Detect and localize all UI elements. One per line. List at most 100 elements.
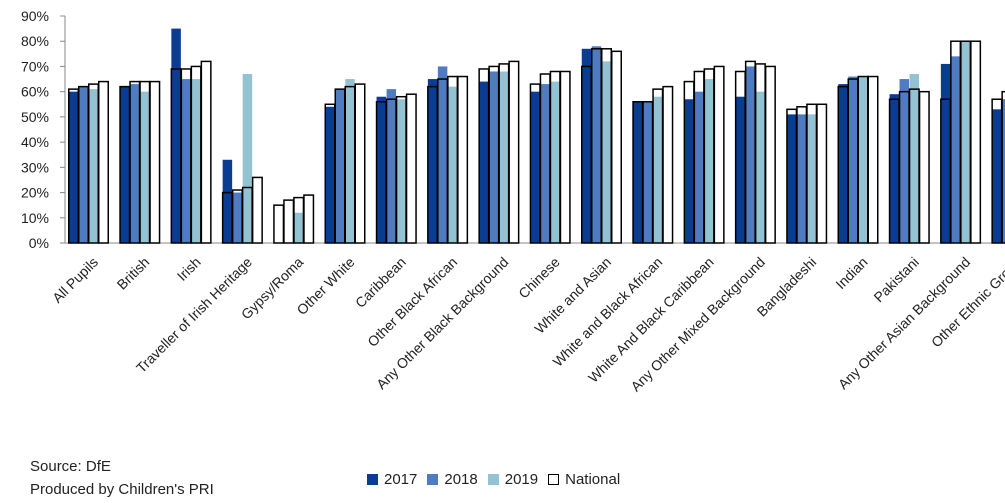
bar-2018 [130,84,140,243]
bar-National [920,92,930,243]
bar-2019 [448,87,458,243]
y-tick-label: 40% [21,134,49,150]
bar-2018 [643,102,653,243]
x-tick-label: Pakistani [870,254,921,305]
x-tick-label: Chinese [515,254,563,302]
bar-National [150,82,160,243]
bar-2019 [550,82,560,243]
bar-National [99,82,109,243]
bar-national-outline [284,200,294,243]
bars-group [69,29,1005,243]
bar-2018 [79,87,89,243]
x-tick-label: British [114,254,153,293]
bar-2017 [171,29,181,243]
legend-item-2018: 2018 [427,471,477,488]
legend: 2017 2018 2019 National [367,471,620,488]
bar-2019 [653,97,663,243]
bar-2018 [489,71,499,243]
bar-2019 [756,92,766,243]
legend-swatch-national [548,474,559,485]
bar-National [304,195,314,243]
bar-2017 [479,82,489,243]
y-tick-label: 0% [29,235,49,251]
bar-2018 [848,77,858,243]
x-tick-label: Irish [174,254,204,284]
legend-swatch-2019 [488,474,499,485]
legend-label-2019: 2019 [505,471,538,488]
bar-2019 [89,89,99,243]
bar-2017 [890,94,900,243]
legend-label-2017: 2017 [384,471,417,488]
bar-2017 [223,160,233,243]
y-tick-label: 80% [21,33,49,49]
bar-2018 [335,89,345,243]
y-tick-label: 10% [21,210,49,226]
bar-2019 [602,61,612,243]
x-tick-label: All Pupils [49,254,101,306]
legend-item-2019: 2019 [488,471,538,488]
chart-svg: 0% 10% 20% 30% 40% 50% 60% 70% 80% 90% All Pupils… [0,0,1005,470]
bar-national-outline [274,205,284,243]
bar-National [714,66,724,243]
bar-2018 [387,89,397,243]
bar-National [612,51,622,243]
bar-2017 [684,99,694,243]
bar-2018 [233,193,243,243]
bar-National [663,87,673,243]
bar-National [766,66,776,243]
x-tick-label: Indian [832,254,870,292]
bar-2018 [746,66,756,243]
bar-2017 [787,114,797,243]
bar-National [817,104,827,243]
bar-National [868,77,878,243]
bar-2017 [633,102,643,243]
bar-2017 [325,107,335,243]
bar-2019 [961,41,971,243]
bar-National [407,94,417,243]
bar-2018 [951,56,961,243]
source-note: Source: DfE [30,458,111,475]
bar-2017 [736,97,746,243]
bar-2017 [377,97,387,243]
bar-2017 [838,84,848,243]
y-tick-label: 60% [21,84,49,100]
bar-2017 [428,79,438,243]
legend-label-2018: 2018 [444,471,477,488]
bar-2018 [900,79,910,243]
produced-by-note: Produced by Children's PRI [30,481,214,498]
bar-National [355,84,365,243]
bar-2019 [243,74,253,243]
legend-swatch-2017 [367,474,378,485]
y-tick-label: 20% [21,185,49,201]
x-tick-label: Other Black African [364,254,460,350]
bar-2019 [807,114,817,243]
bar-National [509,61,519,243]
bar-2019 [910,74,920,243]
bar-2019 [345,79,355,243]
legend-item-2017: 2017 [367,471,417,488]
bar-National [971,41,981,243]
y-tick-label: 90% [21,8,49,24]
bar-National [201,61,211,243]
bar-National [458,77,468,243]
legend-label-national: National [565,471,620,488]
bar-2018 [540,84,550,243]
bar-2017 [582,49,592,243]
y-tick-label: 50% [21,109,49,125]
y-tick-label: 70% [21,58,49,74]
legend-swatch-2018 [427,474,438,485]
bar-2018 [797,114,807,243]
bar-2019 [499,71,509,243]
bar-2018 [181,79,191,243]
bar-2017 [941,64,951,243]
bar-2017 [992,109,1002,243]
bar-2017 [120,87,130,243]
legend-item-national: National [548,471,620,488]
y-tick-label: 30% [21,159,49,175]
bar-2019 [294,213,304,243]
bar-2019 [704,79,714,243]
bar-2018 [592,46,602,243]
bar-2017 [530,92,540,243]
bar-National [560,71,570,243]
